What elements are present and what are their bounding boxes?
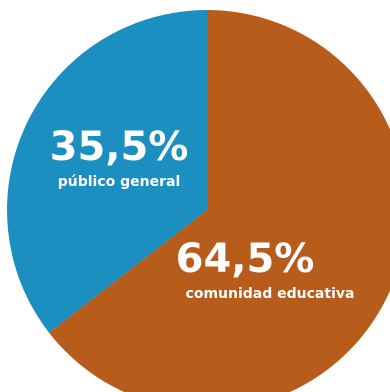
slice-value-label-publico-general: 35,5%: [50, 124, 189, 170]
pie-slice-comunidad-educativa: [48, 10, 390, 392]
slice-value-label-comunidad-educativa: 64,5%: [176, 236, 315, 282]
slice-category-label-comunidad-educativa: comunidad educativa: [186, 286, 355, 302]
pie-slice-publico-general: [6, 10, 208, 333]
pie-slices: [6, 10, 390, 392]
slice-category-label-publico-general: público general: [58, 174, 181, 190]
